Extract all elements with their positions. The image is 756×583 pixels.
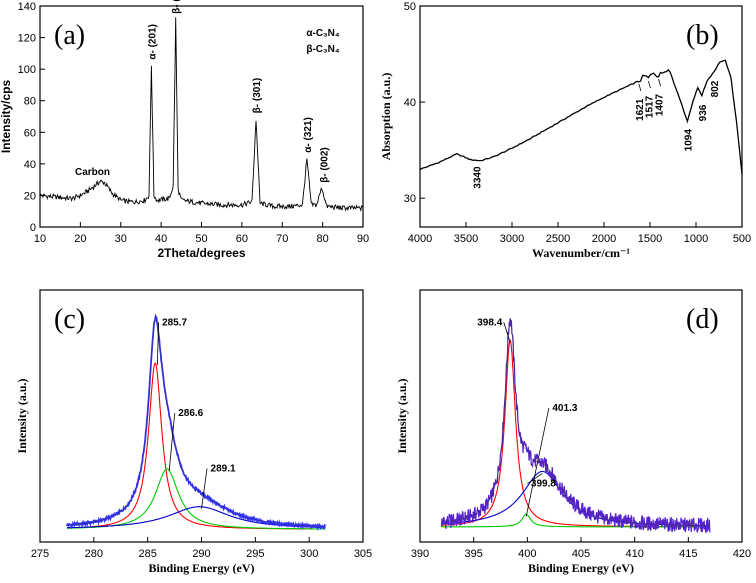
xps-measured-envelope [66, 313, 326, 532]
y-tick-label: 40 [404, 97, 416, 109]
ftir-band-label: 1621 [635, 98, 646, 121]
xps-leader-line [156, 322, 159, 366]
y-tick-label: 120 [18, 33, 36, 45]
panel-label-c: (c) [54, 304, 85, 335]
ftir-band-arrow [658, 79, 661, 87]
ftir-band-arrow [648, 80, 651, 89]
y-axis-title: Intensity (a.u.) [15, 378, 29, 453]
x-tick-label: 420 [733, 548, 751, 560]
x-tick-label: 40 [155, 233, 167, 245]
x-tick-label: 285 [138, 548, 156, 560]
x-tick-label: 415 [679, 548, 697, 560]
xrd-peak-label: α- (201) [147, 24, 158, 60]
xps-peak-label: 401.3 [552, 403, 577, 414]
ftir-band-label: 936 [698, 104, 709, 121]
x-tick-label: 1000 [684, 233, 708, 245]
ftir-band-label: 3340 [473, 166, 484, 189]
x-axis-title: 2Theta/degrees [157, 246, 245, 260]
x-tick-label: 10 [34, 233, 46, 245]
x-axis-title: Binding Energy (eV) [148, 561, 254, 575]
xps-leader-line [168, 412, 176, 471]
x-tick-label: 90 [357, 233, 369, 245]
x-tick-label: 3000 [500, 233, 524, 245]
plot-frame [419, 5, 743, 228]
x-tick-label: 80 [317, 233, 329, 245]
x-tick-label: 300 [300, 548, 318, 560]
xrd-peak-label: β- (002) [319, 147, 330, 183]
x-tick-label: 2500 [546, 233, 570, 245]
xps-peak-label: 399.8 [531, 479, 556, 490]
xps-leader-line [503, 322, 511, 343]
y-tick-label: 0 [30, 222, 36, 234]
x-tick-label: 30 [115, 233, 127, 245]
y-tick-label: 100 [18, 64, 36, 76]
x-tick-label: 390 [411, 548, 429, 560]
x-tick-label: 275 [31, 548, 49, 560]
y-axis-title: Absorption (a.u.) [379, 73, 393, 161]
xrd-peak-label: α- (321) [303, 117, 314, 153]
y-tick-label: 60 [24, 127, 36, 139]
x-tick-label: 410 [625, 548, 643, 560]
xps-leader-line [527, 473, 543, 484]
xps-fit-sum [66, 317, 326, 528]
x-tick-label: 280 [85, 548, 103, 560]
y-tick-label: 40 [24, 159, 36, 171]
x-tick-label: 405 [572, 548, 590, 560]
x-axis-title: Binding Energy (eV) [528, 561, 634, 575]
panel-a: 10 20 30 40 50 60 70 80 90 0 20 40 60 80 100 120 140 2The… [0, 0, 369, 260]
legend-beta: β-C₃N₄ [306, 44, 340, 55]
xps-component-peak-1 [66, 362, 326, 530]
y-tick-label: 50 [404, 1, 416, 13]
xrd-peak-label: β- (301) [252, 78, 263, 114]
xps-peak-label: 289.1 [211, 463, 236, 474]
x-tick-label: 395 [464, 548, 482, 560]
x-tick-label: 60 [236, 233, 248, 245]
panel-c: 275 280 285 290 295 300 305 Binding Energy (eV)… [15, 289, 372, 575]
ftir-series-line [419, 59, 743, 175]
ftir-band-label: 1517 [644, 95, 655, 118]
panel-b: 4000 3500 3000 2500 2000 1500 1000 500 30 40 50 Wav… [379, 1, 751, 260]
y-axis-title: Intensity/cps [0, 80, 13, 154]
xps-peak-label: 286.6 [178, 408, 203, 419]
x-tick-label: 4000 [408, 233, 432, 245]
xps-measured-envelope [440, 318, 711, 533]
plot-frame [39, 5, 364, 228]
ftir-band-label: 1407 [655, 93, 666, 116]
ftir-band-label: 802 [710, 80, 721, 97]
x-tick-label: 2000 [592, 233, 616, 245]
x-tick-label: 305 [354, 548, 372, 560]
x-tick-label: 1500 [638, 233, 662, 245]
y-tick-label: 80 [24, 96, 36, 108]
legend-alpha: α-C₃N₄ [306, 28, 340, 39]
xrd-peak-label: β- (210) [172, 0, 183, 14]
y-tick-label: 140 [18, 1, 36, 13]
xrd-series-line [39, 17, 364, 212]
ftir-band-label: 1094 [683, 129, 694, 152]
xps-fit-sum [441, 318, 710, 526]
y-tick-label: 30 [404, 193, 416, 205]
xps-peak-label: 398.4 [477, 317, 502, 328]
y-axis-title: Intensity (a.u.) [395, 378, 409, 453]
x-tick-label: 70 [276, 233, 288, 245]
panel-label-d: (d) [686, 304, 719, 335]
x-tick-label: 3500 [454, 233, 478, 245]
x-tick-label: 20 [74, 233, 86, 245]
x-axis-title: Wavenumber/cm⁻¹ [532, 246, 630, 260]
panel-d: 390 395 400 405 410 415 420 Binding Energy (eV)… [395, 289, 751, 575]
x-tick-label: 500 [733, 233, 751, 245]
x-tick-label: 400 [518, 548, 536, 560]
ftir-band-arrow [638, 83, 642, 92]
xps-peak-label: 285.7 [162, 317, 187, 328]
xps-leader-line [525, 407, 550, 517]
panel-label-b: (b) [686, 20, 719, 51]
xps-component-peak-1 [441, 339, 710, 528]
xps-leader-line [201, 468, 208, 509]
xrd-peak-label: Carbon [75, 167, 110, 178]
x-tick-label: 295 [246, 548, 264, 560]
x-tick-label: 50 [195, 233, 207, 245]
panel-label-a: (a) [54, 20, 85, 51]
y-tick-label: 20 [24, 190, 36, 202]
x-tick-label: 290 [192, 548, 210, 560]
